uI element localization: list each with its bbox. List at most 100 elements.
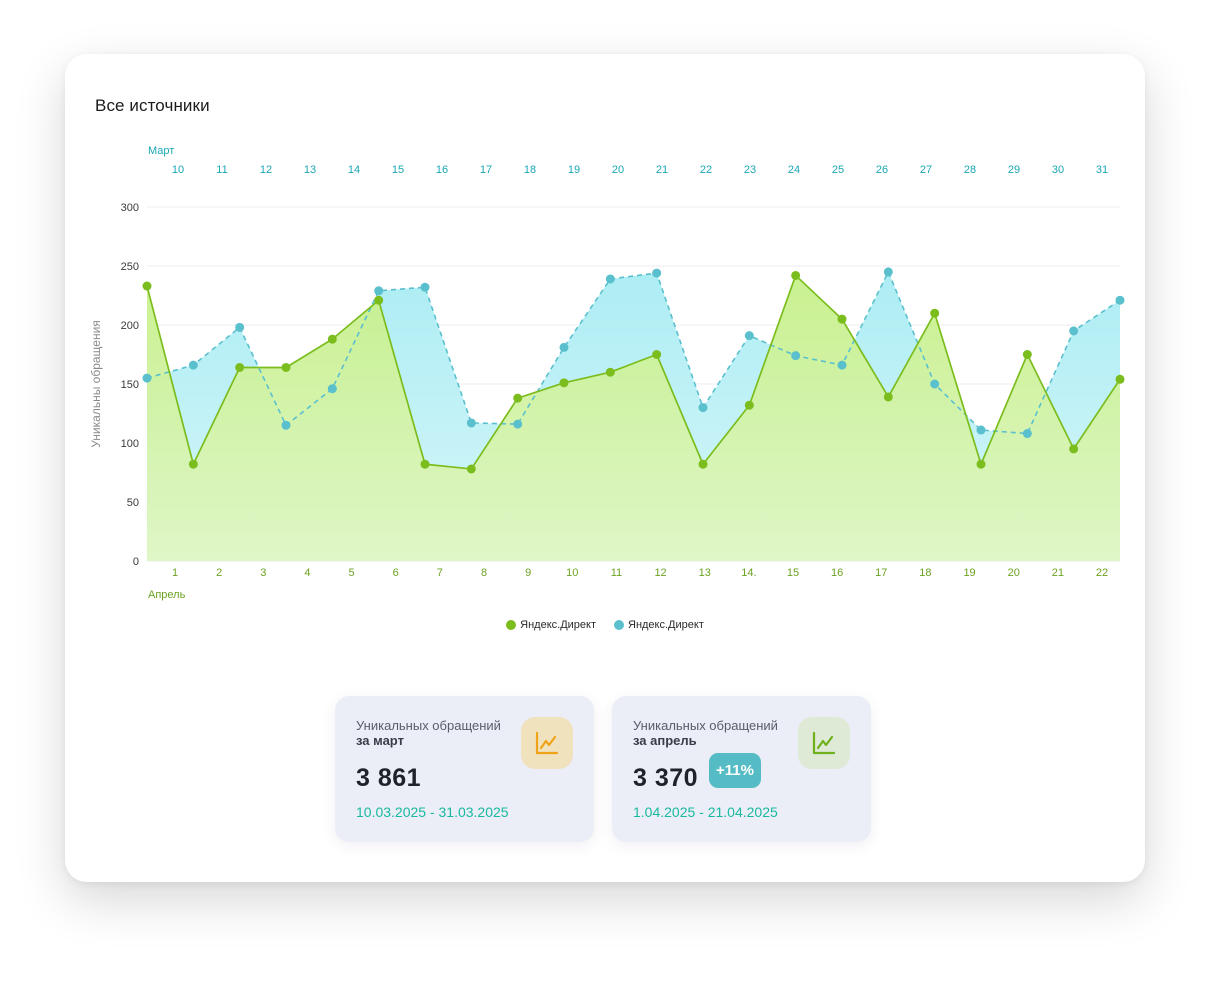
line-chart-icon (798, 717, 850, 769)
x-top-tick-label: 14 (348, 164, 360, 176)
x-bottom-tick-label: 6 (393, 567, 399, 579)
x-bottom-tick-label: 13 (699, 567, 711, 579)
stat-value-march: 3 861 (356, 764, 422, 792)
legend-item-blue[interactable]: Яндекс.Директ (614, 619, 704, 631)
stat-label-text: Уникальных обращений (633, 718, 778, 733)
data-point-green (374, 295, 384, 305)
x-top-tick-label: 31 (1096, 164, 1108, 176)
x-top-tick-label: 13 (304, 164, 316, 176)
x-top-tick-label: 29 (1008, 164, 1020, 176)
data-point-blue (142, 373, 152, 383)
y-tick-label: 150 (121, 379, 139, 391)
x-top-tick-label: 11 (216, 164, 227, 176)
data-point-blue (188, 360, 198, 370)
data-point-green (1115, 374, 1125, 384)
x-bottom-tick-label: 22 (1096, 567, 1108, 579)
x-bottom-tick-label: 14. (741, 567, 756, 579)
line-chart-icon (521, 717, 573, 769)
x-bottom-tick-label: 7 (437, 567, 443, 579)
x-top-tick-label: 16 (436, 164, 448, 176)
stat-card-march: Уникальных обращений за март 3 861 10.03… (335, 696, 594, 842)
x-bottom-tick-label: 10 (566, 567, 578, 579)
stat-label-period: за март (356, 733, 404, 748)
x-top-tick-label: 22 (700, 164, 712, 176)
chart-legend: Яндекс.Директ Яндекс.Директ (65, 619, 1145, 631)
legend-green-dot (506, 620, 517, 630)
data-point-blue (930, 379, 940, 389)
data-point-green (1069, 444, 1079, 454)
x-top-tick-label: 20 (612, 164, 624, 176)
data-point-blue (374, 286, 384, 296)
line-series-green (146, 274, 1121, 470)
x-bottom-tick-label: 15 (787, 567, 799, 579)
data-point-green (698, 459, 708, 469)
data-point-green (559, 378, 569, 388)
data-point-green (883, 392, 893, 402)
bottom-axis-label: Апрель (148, 589, 186, 601)
chart-card: Все источники 0 50 100 150 200 250 300 Уникальн… (65, 54, 1145, 882)
x-top-tick-label: 18 (524, 164, 536, 176)
data-point-blue (1115, 295, 1125, 305)
x-bottom-tick-label: 1 (172, 567, 178, 579)
area-series-green (147, 275, 1120, 561)
x-bottom-tick-label: 4 (304, 567, 310, 579)
x-bottom-tick-label: 21 (1052, 567, 1064, 579)
x-top-tick-label: 12 (260, 164, 272, 176)
data-point-green (235, 362, 245, 372)
data-point-blue (652, 268, 662, 278)
stat-label-text: Уникальных обращений (356, 718, 501, 733)
x-bottom-tick-label: 19 (963, 567, 975, 579)
data-point-green (652, 350, 662, 359)
data-point-blue (1022, 429, 1032, 439)
x-top-tick-label: 30 (1052, 164, 1064, 176)
x-bottom-tick-label: 18 (919, 567, 931, 579)
data-point-blue (837, 360, 847, 370)
data-point-green (1022, 350, 1032, 359)
data-point-blue (744, 331, 754, 341)
data-point-blue (883, 267, 893, 277)
growth-badge: +11% (709, 753, 761, 788)
x-top-tick-label: 28 (964, 164, 976, 176)
data-point-blue (235, 322, 245, 332)
x-bottom-tick-label: 5 (349, 567, 355, 579)
x-bottom-tick-label: 16 (831, 567, 843, 579)
data-point-green (327, 334, 337, 344)
stat-value-april: 3 370 (633, 764, 699, 792)
x-bottom-tick-label: 17 (875, 567, 887, 579)
stat-range-april: 1.04.2025 - 21.04.2025 (633, 804, 778, 820)
x-top-tick-label: 19 (568, 164, 580, 176)
y-tick-label: 200 (121, 320, 139, 332)
x-bottom-tick-label: 8 (481, 567, 487, 579)
x-top-tick-label: 25 (832, 164, 844, 176)
data-point-green (744, 400, 754, 410)
y-tick-label: 250 (121, 261, 139, 273)
y-tick-label: 0 (133, 556, 139, 568)
data-point-blue (976, 425, 986, 435)
legend-item-green[interactable]: Яндекс.Директ (506, 619, 596, 631)
data-point-blue (605, 274, 615, 284)
x-bottom-tick-label: 11 (611, 567, 622, 579)
top-axis-label: Март (148, 145, 174, 157)
data-point-green (791, 270, 801, 280)
data-point-blue (327, 384, 337, 394)
stat-card-april: Уникальных обращений за апрель 3 370 +11… (612, 696, 871, 842)
data-point-green (142, 281, 152, 291)
y-tick-label: 300 (121, 202, 139, 214)
data-point-blue (559, 342, 569, 352)
x-bottom-tick-label: 9 (525, 567, 531, 579)
line-series-blue (146, 271, 1121, 435)
page-title: Все источники (95, 96, 210, 115)
stat-label-period: за апрель (633, 733, 697, 748)
data-point-green (930, 308, 940, 318)
x-bottom-tick-label: 3 (260, 567, 266, 579)
data-point-green (605, 367, 615, 377)
legend-green-label: Яндекс.Директ (520, 619, 596, 631)
y-tick-label: 100 (121, 438, 139, 450)
x-top-tick-label: 26 (876, 164, 888, 176)
x-bottom-tick-label: 20 (1008, 567, 1020, 579)
data-point-blue (466, 418, 476, 428)
stat-label-march: Уникальных обращений за март (356, 718, 516, 748)
x-top-tick-label: 15 (392, 164, 404, 176)
legend-blue-label: Яндекс.Директ (628, 619, 704, 631)
data-point-blue (698, 403, 708, 413)
